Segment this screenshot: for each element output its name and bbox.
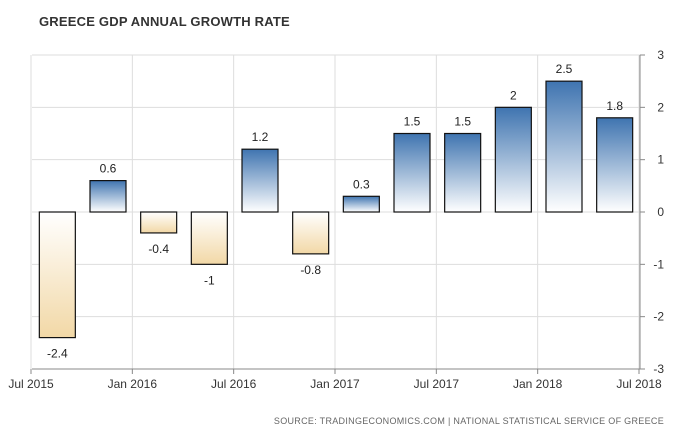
data-label: 1.2 [252, 130, 269, 144]
chart-title: GREECE GDP ANNUAL GROWTH RATE [39, 14, 290, 29]
bar [596, 117, 634, 213]
bar [292, 211, 330, 255]
source-note: SOURCE: TRADINGECONOMICS.COM | NATIONAL … [273, 416, 664, 426]
x-tick-label: Jan 2018 [513, 377, 563, 391]
data-label: -0.4 [148, 242, 169, 256]
bar [545, 80, 583, 213]
bar [190, 211, 228, 265]
x-tick-label: Jul 2015 [8, 377, 54, 391]
y-tick-label: -2 [653, 310, 664, 324]
y-tick-label: 3 [657, 48, 664, 62]
bar [241, 148, 279, 213]
y-tick-label: 1 [657, 153, 664, 167]
bar [140, 211, 178, 234]
bar [393, 132, 431, 213]
y-tick-label: -3 [653, 362, 664, 376]
data-label: -2.4 [47, 347, 68, 361]
axes: 3 2 1 0 -1 -2 -3 Jul 2015 Jan 2016 Jul 2016 Jan 20… [8, 48, 664, 391]
y-tick-label: 0 [657, 205, 664, 219]
bar [444, 132, 482, 213]
y-tick-label: -1 [653, 257, 664, 271]
bars [38, 80, 634, 339]
x-tick-label: Jul 2018 [616, 377, 662, 391]
data-label: 2.5 [556, 62, 573, 76]
bar [38, 211, 76, 339]
grid-lines [30, 54, 640, 370]
x-tick-label: Jul 2016 [211, 377, 257, 391]
data-label: 1.8 [606, 99, 623, 113]
data-label: 0.6 [100, 162, 117, 176]
data-labels: -2.4 0.6 -0.4 -1 1.2 -0.8 0.3 1.5 1.5 2 2.5 1.8 [47, 62, 623, 360]
data-label: -0.8 [300, 263, 321, 277]
x-tick-label: Jul 2017 [414, 377, 460, 391]
x-tick-label: Jan 2017 [310, 377, 360, 391]
data-label: 0.3 [353, 177, 370, 191]
bar [494, 106, 532, 213]
data-label: 1.5 [454, 115, 471, 129]
data-label: 1.5 [404, 115, 421, 129]
bar [89, 180, 127, 213]
data-label: -1 [204, 273, 215, 287]
bar [342, 195, 380, 213]
data-label: 2 [510, 88, 517, 102]
x-tick-label: Jan 2016 [108, 377, 158, 391]
y-tick-label: 2 [657, 100, 664, 114]
